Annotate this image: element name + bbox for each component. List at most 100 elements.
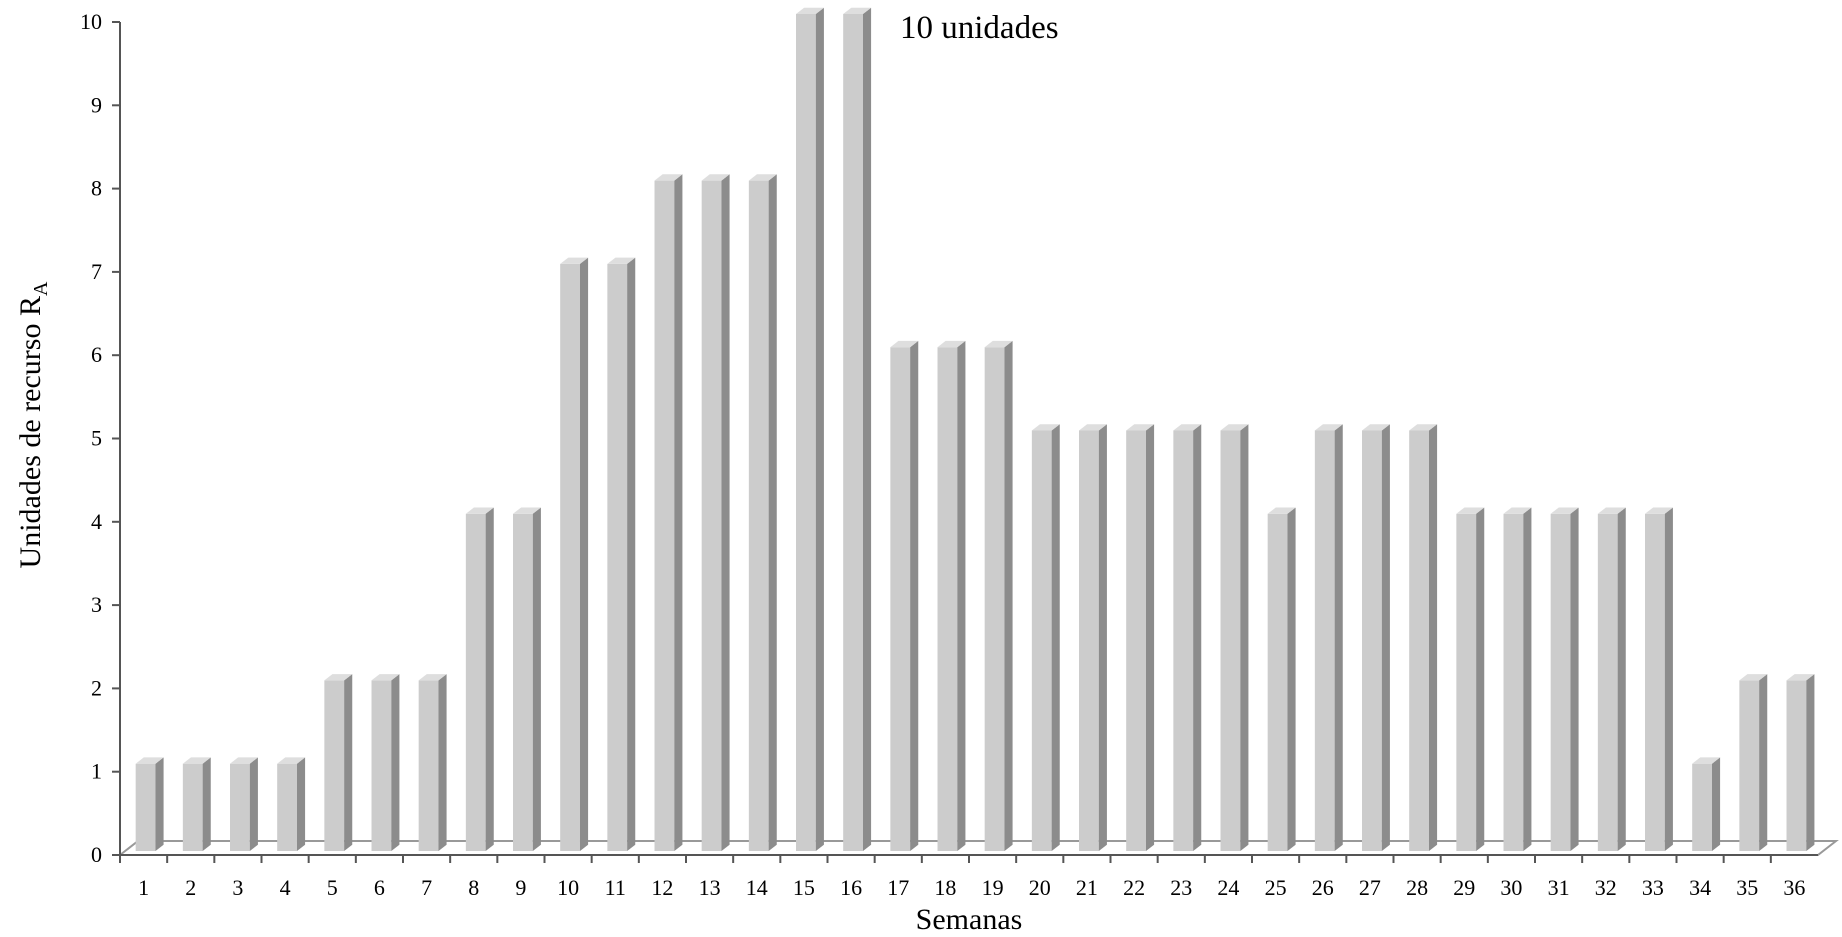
bar-week-26 xyxy=(1314,424,1343,851)
x-tick-label: 32 xyxy=(1595,875,1617,900)
x-axis-title: Semanas xyxy=(916,903,1023,936)
x-tick-label: 27 xyxy=(1359,875,1381,900)
bar-top xyxy=(607,257,636,264)
bar-side xyxy=(296,757,306,851)
x-tick-label: 29 xyxy=(1453,875,1475,900)
x-tick-label: 20 xyxy=(1029,875,1051,900)
bar-top xyxy=(890,340,919,348)
bar-top xyxy=(1220,424,1249,431)
y-tick-label: 0 xyxy=(91,842,102,867)
y-axis-title-main: Unidades de recurso R xyxy=(14,296,47,568)
bar-top xyxy=(513,507,541,514)
bar-week-13 xyxy=(701,174,730,852)
bar-side xyxy=(721,174,730,852)
bar-top xyxy=(1503,507,1532,514)
bar-front xyxy=(371,680,392,851)
bar-top xyxy=(1126,424,1155,431)
x-tick-label: 36 xyxy=(1783,875,1805,900)
y-axis-title: Unidades de recurso RA xyxy=(14,281,52,568)
bar-side xyxy=(627,257,636,852)
bar-week-28 xyxy=(1409,424,1438,851)
y-tick-label: 1 xyxy=(91,759,102,784)
bar-front xyxy=(1031,430,1052,851)
bar-side xyxy=(1240,424,1249,851)
bar-top xyxy=(796,7,824,14)
bar-side xyxy=(391,674,400,851)
bar-side xyxy=(1428,424,1438,851)
bar-top xyxy=(654,174,683,181)
y-tick-label: 7 xyxy=(91,259,102,284)
bar-front xyxy=(1220,430,1241,851)
y-tick-label: 8 xyxy=(91,176,102,201)
bar-side xyxy=(1711,757,1721,851)
bar-week-23 xyxy=(1173,424,1202,851)
bar-side xyxy=(768,174,777,852)
bar-side xyxy=(1098,424,1107,851)
bar-front xyxy=(607,263,628,851)
bar-side xyxy=(1617,507,1626,851)
bar-week-7 xyxy=(418,674,447,851)
bar-top xyxy=(1031,424,1060,431)
bar-week-17 xyxy=(890,340,919,851)
bar-week-34 xyxy=(1692,757,1721,851)
bar-front xyxy=(1739,680,1760,851)
x-tick-label: 31 xyxy=(1548,875,1570,900)
bar-front xyxy=(1267,513,1288,851)
bar-front xyxy=(843,14,863,851)
x-tick-labels: 1 2 3 4 5 6 7 8 9 10 11 12 13 14 15 16 17 18 19 20 21 22 23 24 2… xyxy=(119,855,1805,900)
bar-side xyxy=(1334,424,1343,851)
bar-front xyxy=(890,347,911,851)
bar-front xyxy=(513,513,533,851)
bar-side xyxy=(249,757,258,851)
bar-side xyxy=(438,674,447,851)
bar-top xyxy=(984,340,1013,348)
bar-week-1 xyxy=(135,757,164,851)
bar-top xyxy=(560,257,589,264)
bar-side xyxy=(155,757,164,851)
bar-week-27 xyxy=(1362,424,1390,851)
bar-top xyxy=(701,174,730,181)
bar-side xyxy=(1806,674,1815,851)
y-tick-label: 9 xyxy=(91,92,102,117)
bar-week-21 xyxy=(1079,424,1107,851)
x-tick-label: 33 xyxy=(1642,875,1664,900)
bar-side xyxy=(862,7,872,851)
y-tick-labels: 0 1 2 3 4 5 6 7 8 9 10 xyxy=(80,9,120,867)
x-tick-label: 24 xyxy=(1217,875,1239,900)
bar-week-8 xyxy=(465,507,494,851)
bar-week-9 xyxy=(513,507,541,851)
bar-side xyxy=(815,7,824,851)
bar-front xyxy=(1550,513,1571,851)
bar-top xyxy=(1079,424,1107,431)
x-tick-label: 5 xyxy=(327,875,338,900)
bar-front xyxy=(277,763,297,851)
x-tick-label: 28 xyxy=(1406,875,1428,900)
bar-front xyxy=(701,180,722,852)
y-tick-label: 6 xyxy=(91,342,102,367)
bar-top xyxy=(1409,424,1438,431)
bar-side xyxy=(1523,507,1532,851)
x-tick-label: 13 xyxy=(699,875,721,900)
bar-top xyxy=(418,674,447,681)
x-tick-label: 16 xyxy=(840,875,862,900)
bar-side xyxy=(957,340,966,851)
x-tick-label: 6 xyxy=(374,875,385,900)
bar-side xyxy=(1193,424,1202,851)
bar-side xyxy=(344,674,353,851)
bar-week-25 xyxy=(1267,507,1296,851)
x-tick-label: 12 xyxy=(651,875,673,900)
x-tick-label: 14 xyxy=(746,875,768,900)
bar-top xyxy=(1550,507,1579,514)
x-tick-label: 10 xyxy=(557,875,579,900)
x-tick-label: 8 xyxy=(468,875,479,900)
bar-top xyxy=(465,507,494,514)
bar-week-22 xyxy=(1126,424,1155,851)
bar-week-36 xyxy=(1786,674,1815,851)
y-tick-label: 10 xyxy=(80,9,102,34)
y-axis-title-subscript: A xyxy=(30,281,52,296)
bar-top xyxy=(937,340,966,348)
bar-front xyxy=(748,180,769,852)
bar-front xyxy=(1126,430,1146,851)
bar-week-5 xyxy=(324,674,353,851)
bar-top xyxy=(324,674,353,681)
